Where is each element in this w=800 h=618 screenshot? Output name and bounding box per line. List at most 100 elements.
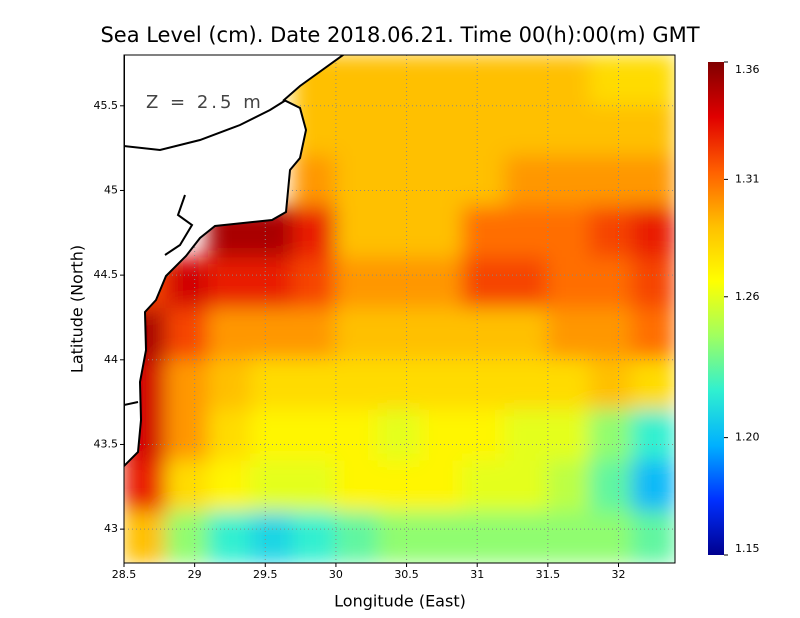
cell (124, 460, 168, 514)
cell (419, 257, 465, 310)
cell (165, 460, 210, 514)
cell (419, 358, 465, 412)
cell (250, 460, 295, 514)
cell (504, 409, 549, 463)
field (124, 55, 675, 563)
x-axis-label: Longitude (East) (334, 592, 466, 611)
x-tick-label: 31 (470, 568, 484, 581)
cell (631, 206, 675, 260)
cell (462, 206, 507, 260)
coastline (124, 55, 345, 468)
y-tick-label: 43.5 (94, 437, 119, 450)
annotation: Z = 2.5 m (146, 92, 264, 113)
cell (546, 409, 592, 463)
cell (334, 206, 380, 260)
cell (292, 511, 337, 563)
cell (419, 104, 465, 158)
cell (377, 104, 422, 158)
cell (165, 409, 210, 463)
land (124, 55, 345, 468)
plot-frame (123, 54, 676, 564)
cell (334, 460, 380, 514)
cell (589, 155, 634, 209)
cell (546, 257, 592, 310)
x-tick-label: 29 (188, 568, 202, 581)
cell (546, 104, 592, 158)
cell (462, 409, 507, 463)
cell (377, 511, 422, 563)
cell (589, 104, 634, 158)
cell (589, 511, 634, 563)
cell (250, 257, 295, 310)
cell (334, 104, 380, 158)
cell (589, 358, 634, 412)
cell (589, 460, 634, 514)
cell (504, 460, 549, 514)
cell (589, 206, 634, 260)
cell (631, 104, 675, 158)
cell (462, 511, 507, 563)
y-tick-label: 45 (104, 183, 118, 196)
cell (292, 409, 337, 463)
y-axis-label: Latitude (North) (68, 245, 87, 373)
cell (631, 308, 675, 361)
cell (250, 511, 295, 563)
cell (334, 358, 380, 412)
cell (207, 358, 253, 412)
cell (504, 155, 549, 209)
cell (419, 155, 465, 209)
colorbar-tick-label: 1.20 (735, 431, 760, 444)
cell (334, 155, 380, 209)
cell (377, 55, 422, 107)
cell (377, 206, 422, 260)
cell (377, 409, 422, 463)
cell (462, 155, 507, 209)
cell (462, 55, 507, 107)
x-tick-label: 32 (611, 568, 625, 581)
y-tick-label: 43 (104, 522, 118, 535)
cell (589, 308, 634, 361)
cell (504, 511, 549, 563)
cell (165, 308, 210, 361)
cell (589, 257, 634, 310)
cell (546, 206, 592, 260)
x-tick-label: 28.5 (112, 568, 137, 581)
cell (462, 104, 507, 158)
y-tick-label: 44.5 (94, 268, 119, 281)
cell (165, 511, 210, 563)
colorbar-tick-label: 1.26 (735, 290, 760, 303)
cell (546, 55, 592, 107)
cell (292, 308, 337, 361)
cell (504, 308, 549, 361)
x-tick-label: 31.5 (536, 568, 561, 581)
colorbar-tick-label: 1.36 (735, 63, 760, 76)
cell (631, 409, 675, 463)
cell (419, 511, 465, 563)
cell (504, 206, 549, 260)
cell (589, 55, 634, 107)
cell (207, 409, 253, 463)
cell (334, 308, 380, 361)
cell (631, 358, 675, 412)
cell (504, 257, 549, 310)
cell (419, 206, 465, 260)
cell (334, 511, 380, 563)
cell (631, 511, 675, 563)
cell (631, 460, 675, 514)
cell (334, 55, 380, 107)
y-tick-label: 45.5 (94, 99, 119, 112)
cell (377, 460, 422, 514)
cell (504, 55, 549, 107)
cell (292, 257, 337, 310)
cell (207, 308, 253, 361)
cell (631, 155, 675, 209)
cell (250, 358, 295, 412)
colorbar-tick-label: 1.31 (735, 172, 760, 185)
x-tick-label: 29.5 (253, 568, 278, 581)
x-tick-label: 30 (329, 568, 343, 581)
cell (334, 409, 380, 463)
colorbar-tick-label: 1.15 (735, 542, 760, 555)
cell (334, 257, 380, 310)
cell (504, 104, 549, 158)
